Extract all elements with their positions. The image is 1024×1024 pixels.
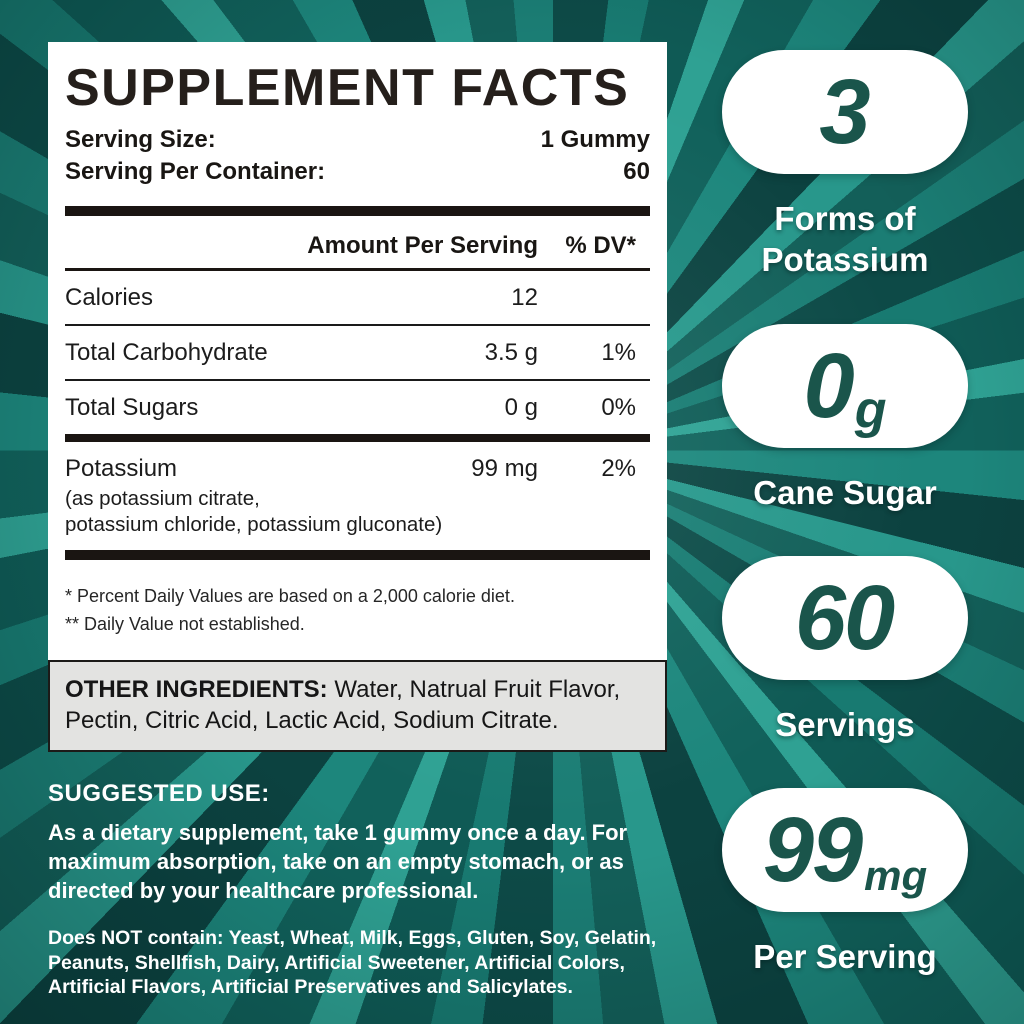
servings-per-container-label: Serving Per Container: — [65, 158, 326, 185]
badge-pill: 0 g — [722, 324, 968, 448]
suggested-use-section: SUGGESTED USE: As a dietary supplement, … — [48, 780, 678, 1000]
suggested-use-heading: SUGGESTED USE: — [48, 780, 270, 807]
does-not-contain: Does NOT contain: Yeast, Wheat, Milk, Eg… — [48, 926, 678, 1000]
table-row-sugars: Total Sugars 0 g 0% — [65, 381, 650, 434]
badge-per-serving: 99 mg Per Serving — [722, 788, 968, 977]
servings-per-container-value: 60 — [623, 158, 650, 185]
potassium-note-line1: (as potassium citrate, — [65, 487, 260, 510]
potassium-note-line2: potassium chloride, potassium gluconate) — [65, 513, 443, 536]
badge-number: 99 — [762, 799, 863, 901]
nutrient-dv: 1% — [601, 339, 636, 366]
badge-pill: 99 mg — [722, 788, 968, 912]
supplement-facts-panel: SUPPLEMENT FACTS Serving Size: 1 Gummy S… — [48, 42, 667, 752]
suggested-use-line1: As a dietary supplement, take 1 gummy on… — [48, 820, 628, 845]
badge-cane-sugar: 0 g Cane Sugar — [722, 324, 968, 513]
badge-label: Cane Sugar — [753, 474, 937, 511]
badge-label: Servings — [775, 706, 915, 743]
badge-number: 60 — [794, 567, 895, 669]
table-header-row: Amount Per Serving % DV* — [65, 216, 650, 268]
nutrient-amount: 3.5 g — [484, 339, 538, 366]
badge-number: 3 — [819, 61, 870, 163]
nutrient-dv: 2% — [601, 455, 636, 482]
serving-info: Serving Size: 1 Gummy Serving Per Contai… — [65, 124, 650, 188]
servings-per-container-row: Serving Per Container: 60 — [65, 156, 650, 188]
table-row-carbohydrate: Total Carbohydrate 3.5 g 1% — [65, 326, 650, 379]
badge-label: Forms of Potassium — [761, 200, 929, 278]
nutrient-dv: 0% — [601, 394, 636, 421]
suggested-use-line3: directed by your healthcare professional… — [48, 878, 479, 903]
serving-size-value: 1 Gummy — [540, 126, 650, 153]
nutrient-name: Potassium — [65, 455, 178, 482]
nutrient-name: Calories — [65, 284, 154, 311]
divider-mid — [65, 434, 650, 442]
suggested-use-body: As a dietary supplement, take 1 gummy on… — [48, 818, 678, 905]
badge-forms-of-potassium: 3 Forms of Potassium — [722, 50, 968, 280]
footnotes: * Percent Daily Values are based on a 2,… — [65, 582, 650, 638]
serving-size-label: Serving Size: — [65, 126, 216, 153]
other-ingredients-line1-rest: Water, Natrual Fruit Flavor, — [327, 676, 621, 703]
column-header-dv: % DV* — [565, 232, 636, 259]
badge-unit: mg — [864, 852, 928, 899]
does-not-contain-line3: Artificial Flavors, Artificial Preservat… — [48, 976, 573, 998]
table-row-potassium: Potassium 99 mg 2% — [65, 442, 650, 484]
divider-header — [65, 268, 650, 271]
nutrient-name: Total Sugars — [65, 394, 199, 421]
nutrient-amount: 0 g — [504, 394, 538, 421]
row-separator — [65, 379, 650, 381]
serving-size-row: Serving Size: 1 Gummy — [65, 124, 650, 156]
other-ingredients-label: OTHER INGREDIENTS: — [65, 676, 328, 703]
nutrient-amount: 12 — [511, 284, 538, 311]
footnote-daily-values: * Percent Daily Values are based on a 2,… — [65, 586, 515, 606]
nutrient-dv — [538, 283, 650, 313]
badge-pill: 3 — [722, 50, 968, 174]
other-ingredients-line2: Pectin, Citric Acid, Lactic Acid, Sodium… — [65, 707, 559, 734]
divider-thick-top — [65, 206, 650, 216]
divider-thick-bottom — [65, 550, 650, 560]
does-not-contain-line2: Peanuts, Shellfish, Dairy, Artificial Sw… — [48, 951, 625, 974]
does-not-contain-line1: Does NOT contain: Yeast, Wheat, Milk, Eg… — [48, 927, 657, 949]
column-header-amount: Amount Per Serving — [307, 232, 538, 259]
badge-pill: 60 — [722, 556, 968, 680]
footnote-dv-not-established: ** Daily Value not established. — [65, 614, 305, 634]
nutrient-amount: 99 mg — [471, 455, 538, 482]
nutrient-name: Total Carbohydrate — [65, 339, 268, 366]
other-ingredients-box: OTHER INGREDIENTS: Water, Natrual Fruit … — [48, 660, 667, 752]
potassium-forms-note: (as potassium citrate, potassium chlorid… — [65, 486, 650, 538]
badge-servings: 60 Servings — [722, 556, 968, 745]
badge-unit: g — [854, 381, 887, 439]
panel-title: SUPPLEMENT FACTS — [65, 59, 630, 117]
table-row-calories: Calories 12 — [65, 271, 650, 324]
badge-number: 0 — [803, 335, 855, 437]
other-ingredients-line1: OTHER INGREDIENTS: Water, Natrual Fruit … — [65, 674, 650, 705]
suggested-use-line2: maximum absorption, take on an empty sto… — [48, 849, 624, 874]
badge-label: Per Serving — [753, 938, 937, 975]
row-separator — [65, 324, 650, 326]
